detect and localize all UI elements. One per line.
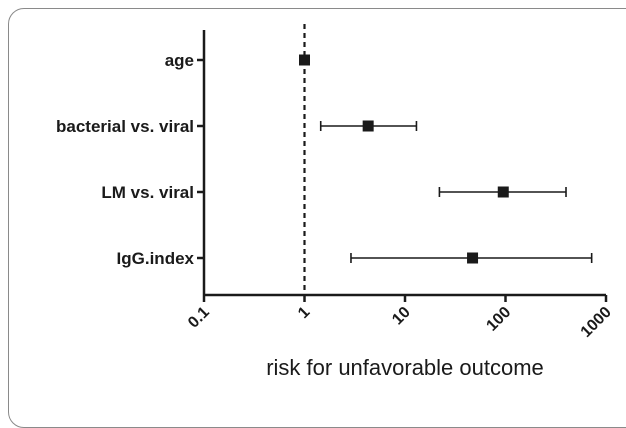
- x-tick-labels: 0.1 1 10 100 1000: [185, 304, 615, 341]
- estimate-marker: [497, 186, 509, 198]
- category-label: LM vs. viral: [101, 183, 194, 202]
- chart-frame: [8, 8, 626, 428]
- x-tick-label: 10: [389, 304, 414, 329]
- x-tick-label: 1: [295, 304, 313, 322]
- category-label: bacterial vs. viral: [56, 117, 194, 136]
- estimate-marker: [467, 252, 479, 264]
- category-label: age: [165, 51, 194, 70]
- category-labels: age bacterial vs. viral LM vs. viral IgG.in…: [56, 51, 195, 268]
- estimate-marker: [362, 120, 374, 132]
- x-tick-label: 100: [483, 304, 514, 335]
- forest-plot: age bacterial vs. viral LM vs. viral IgG.in…: [56, 24, 615, 380]
- estimate-marker: [299, 54, 310, 66]
- x-axis-title: risk for unfavorable outcome: [266, 355, 544, 380]
- x-tick-label: 1000: [578, 304, 615, 341]
- category-label: IgG.index: [117, 249, 195, 268]
- x-tick-label: 0.1: [185, 304, 213, 332]
- axes: [197, 30, 608, 302]
- estimates: [299, 54, 593, 264]
